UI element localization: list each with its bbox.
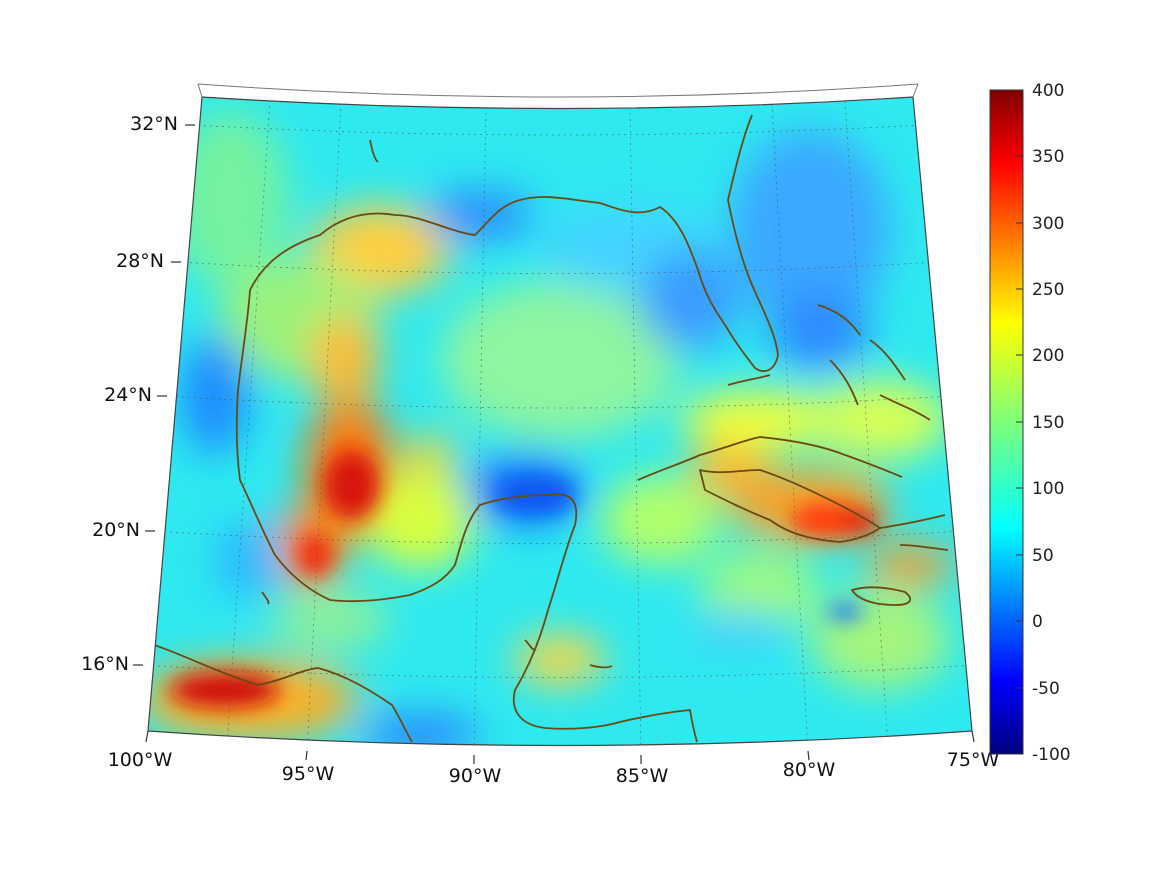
graticule: [148, 99, 972, 746]
colorbar-tick-minus100: -100: [1032, 745, 1071, 765]
coastlines: [148, 114, 949, 743]
lon-label-85w: 85°W: [616, 765, 669, 787]
colorbar-tick-400: 400: [1032, 81, 1064, 101]
colorbar-tick-300: 300: [1032, 214, 1064, 234]
colorbar-tick-250: 250: [1032, 280, 1064, 300]
colorbar: 400 350 300 250 200 150 100 50 0 -50 -10…: [989, 81, 1071, 765]
colorbar-tick-150: 150: [1032, 413, 1064, 433]
lat-label-20: 20°N: [92, 519, 140, 541]
lat-label-32: 32°N: [130, 113, 178, 135]
lat-label-28: 28°N: [116, 250, 164, 272]
lon-label-75w: 75°W: [947, 749, 1000, 771]
lat-tick-marks: [133, 124, 195, 666]
data-field: [148, 97, 972, 746]
lon-label-90w: 90°W: [449, 765, 502, 787]
colorbar-tick-0: 0: [1032, 612, 1043, 632]
map-frame: [147, 96, 973, 747]
lat-label-24: 24°N: [104, 384, 152, 406]
colorbar-tick-200: 200: [1032, 346, 1064, 366]
lat-label-16: 16°N: [81, 653, 129, 675]
colorbar-tick-50: 50: [1032, 546, 1054, 566]
lon-label-100w: 100°W: [108, 749, 173, 771]
lon-label-80w: 80°W: [783, 759, 836, 781]
colorbar-tick-350: 350: [1032, 147, 1064, 167]
lon-label-95w: 95°W: [282, 763, 335, 785]
colorbar-tick-minus50: -50: [1032, 679, 1060, 699]
colorbar-tick-100: 100: [1032, 479, 1064, 499]
lon-tick-marks: [145, 730, 975, 764]
